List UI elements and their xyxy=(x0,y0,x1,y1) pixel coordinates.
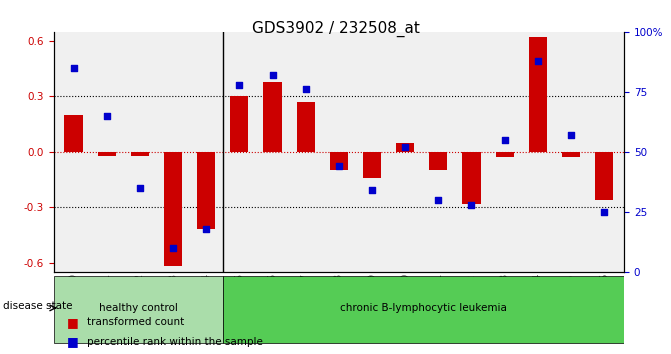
Point xyxy=(366,188,377,193)
Bar xyxy=(64,115,83,152)
Bar xyxy=(363,152,381,178)
Point xyxy=(201,226,211,232)
Text: ■: ■ xyxy=(67,335,79,348)
Bar xyxy=(97,152,116,155)
Bar xyxy=(595,152,613,200)
Point xyxy=(101,113,112,119)
Text: healthy control: healthy control xyxy=(99,303,178,313)
Point xyxy=(533,58,544,63)
Point xyxy=(134,185,145,191)
Bar xyxy=(131,152,149,155)
Text: disease state: disease state xyxy=(3,301,73,311)
Bar xyxy=(329,152,348,170)
Text: ■: ■ xyxy=(67,316,79,329)
Point xyxy=(466,202,477,207)
Bar xyxy=(496,152,514,158)
Point xyxy=(267,72,278,78)
Point xyxy=(333,164,344,169)
Bar xyxy=(462,152,480,204)
Bar xyxy=(529,38,547,152)
Bar xyxy=(197,152,215,229)
Text: percentile rank within the sample: percentile rank within the sample xyxy=(87,337,263,347)
Bar xyxy=(396,143,414,152)
Point xyxy=(168,245,178,251)
Point xyxy=(68,65,79,71)
Bar xyxy=(230,97,248,152)
Point xyxy=(234,82,245,87)
Text: GDS3902 / 232508_at: GDS3902 / 232508_at xyxy=(252,21,419,38)
Point xyxy=(301,87,311,92)
Point xyxy=(433,197,444,203)
Text: transformed count: transformed count xyxy=(87,317,185,327)
Bar xyxy=(429,152,448,170)
Bar xyxy=(164,152,182,266)
Text: chronic B-lymphocytic leukemia: chronic B-lymphocytic leukemia xyxy=(340,303,507,313)
Point xyxy=(400,144,411,150)
Bar xyxy=(223,276,624,343)
Point xyxy=(566,132,576,138)
Bar xyxy=(264,82,282,152)
Bar xyxy=(54,276,223,343)
Point xyxy=(599,209,609,215)
Bar xyxy=(297,102,315,152)
Point xyxy=(499,137,510,143)
Bar xyxy=(562,152,580,158)
